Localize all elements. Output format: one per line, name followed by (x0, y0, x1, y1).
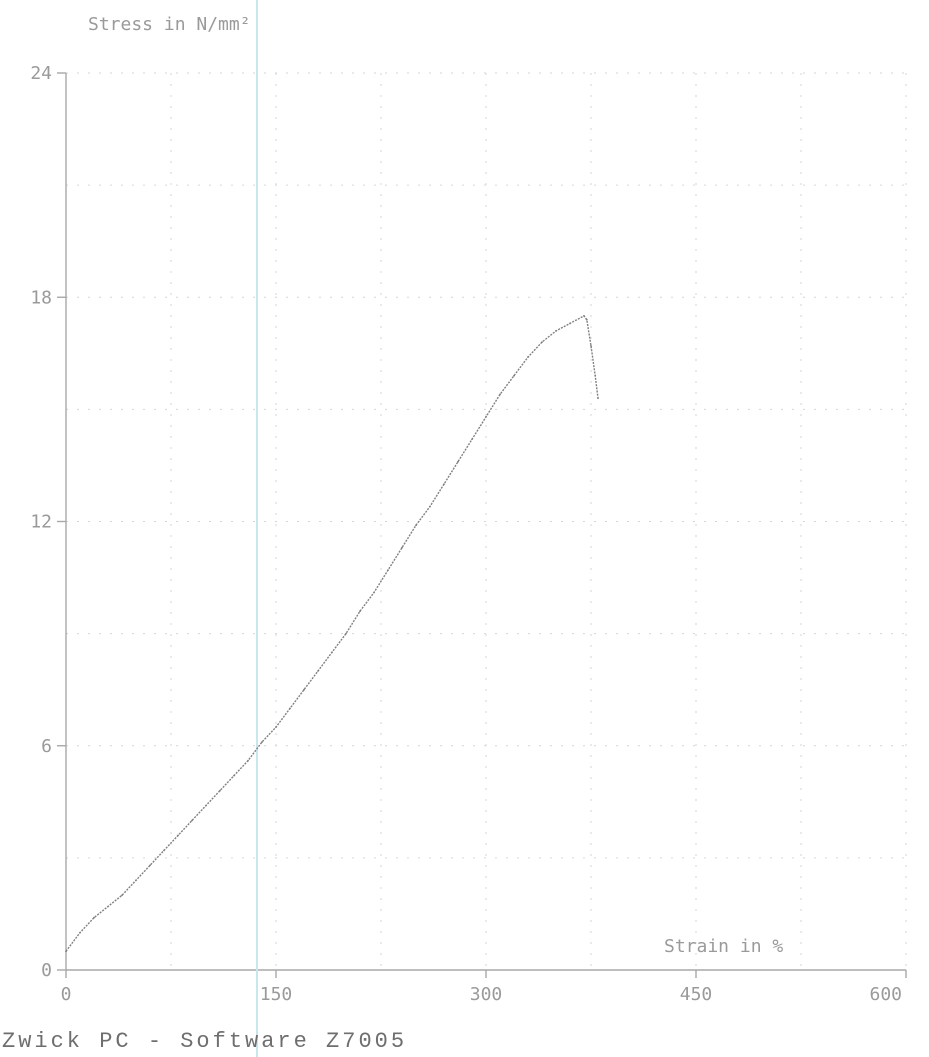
y-tick-label: 0 (41, 960, 52, 981)
y-tick-label: 12 (30, 512, 52, 533)
data-point (401, 546, 403, 549)
data-point (345, 632, 347, 635)
data-point (275, 726, 277, 728)
data-point (93, 916, 95, 919)
data-point (387, 569, 389, 571)
y-tick-label: 24 (30, 63, 52, 84)
data-point (121, 894, 123, 897)
data-point (485, 415, 487, 418)
data-point (471, 438, 473, 441)
y-tick-label: 18 (30, 287, 52, 308)
y-tick-label: 6 (41, 736, 52, 757)
data-point (331, 651, 333, 654)
data-point (261, 741, 263, 743)
data-point (107, 905, 109, 908)
data-point (191, 819, 193, 822)
data-point (135, 879, 137, 882)
data-point (233, 774, 235, 777)
data-point (527, 356, 529, 358)
data-point (373, 591, 375, 594)
data-point (219, 789, 221, 792)
x-tick-label: 300 (470, 984, 503, 1005)
data-point (317, 670, 319, 672)
data-point (457, 460, 459, 463)
data-point (415, 524, 417, 527)
data-point (247, 759, 249, 762)
data-point (65, 950, 67, 953)
data-point (499, 393, 501, 396)
data-point (79, 931, 81, 934)
data-point (597, 397, 599, 400)
x-tick-labels: 0 150 300 450 600 (61, 984, 902, 1005)
y-tick-labels: 0 6 12 18 24 (30, 63, 52, 981)
data-point (569, 322, 571, 325)
data-point (555, 329, 557, 332)
data-point (594, 374, 597, 377)
data-point (359, 610, 361, 613)
ticks (57, 72, 907, 978)
data-point (177, 834, 179, 837)
x-axis-title: Strain in % (664, 936, 783, 957)
x-tick-label: 0 (61, 984, 72, 1005)
data-point (205, 804, 207, 807)
data-point (149, 864, 151, 867)
grid (66, 72, 907, 970)
x-tick-label: 150 (260, 984, 293, 1005)
data-point (443, 483, 445, 486)
data-point (513, 374, 515, 377)
data-point (303, 688, 305, 691)
series-line-stress-strain (65, 314, 599, 952)
data-point (590, 344, 592, 347)
x-tick-label: 450 (680, 984, 713, 1005)
data-point (429, 505, 431, 508)
data-point (583, 315, 585, 317)
data-point (585, 318, 588, 321)
y-axis-title: Stress in N/mm² (88, 14, 251, 35)
footer-software-label: Zwick PC - Software Z7005 (2, 1029, 407, 1054)
x-tick-label: 600 (869, 984, 902, 1005)
data-point (289, 707, 291, 710)
data-point (163, 849, 165, 852)
data-points (65, 315, 599, 953)
data-point (541, 341, 543, 343)
